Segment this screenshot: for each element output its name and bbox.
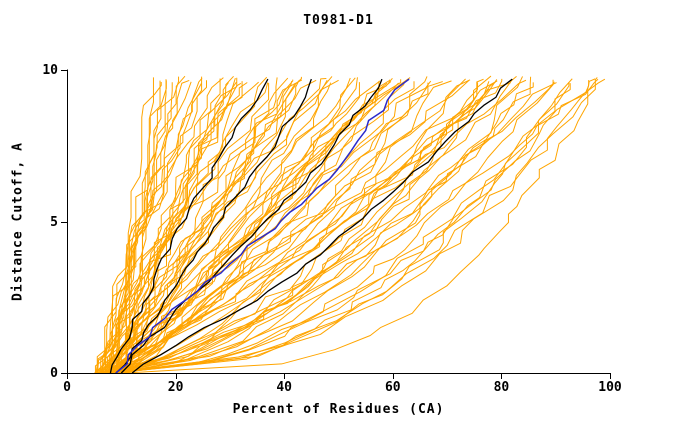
x-axis-label: Percent of Residues (CA): [232, 402, 445, 417]
y-tick-label-5: 5: [50, 214, 58, 230]
chart-title: T0981-D1: [303, 13, 374, 28]
x-tick-label-60: 60: [384, 380, 401, 395]
x-tick-label-100: 100: [598, 380, 622, 395]
x-tick-label-40: 40: [276, 380, 293, 395]
x-tick-label-20: 20: [167, 380, 184, 395]
x-tick-label-80: 80: [493, 380, 510, 395]
y-axis-label: Distance Cutoff, A: [10, 142, 26, 301]
x-tick-label-0: 0: [63, 380, 71, 395]
y-tick-label-0: 0: [50, 366, 58, 381]
y-tick-label-10: 10: [42, 63, 58, 78]
